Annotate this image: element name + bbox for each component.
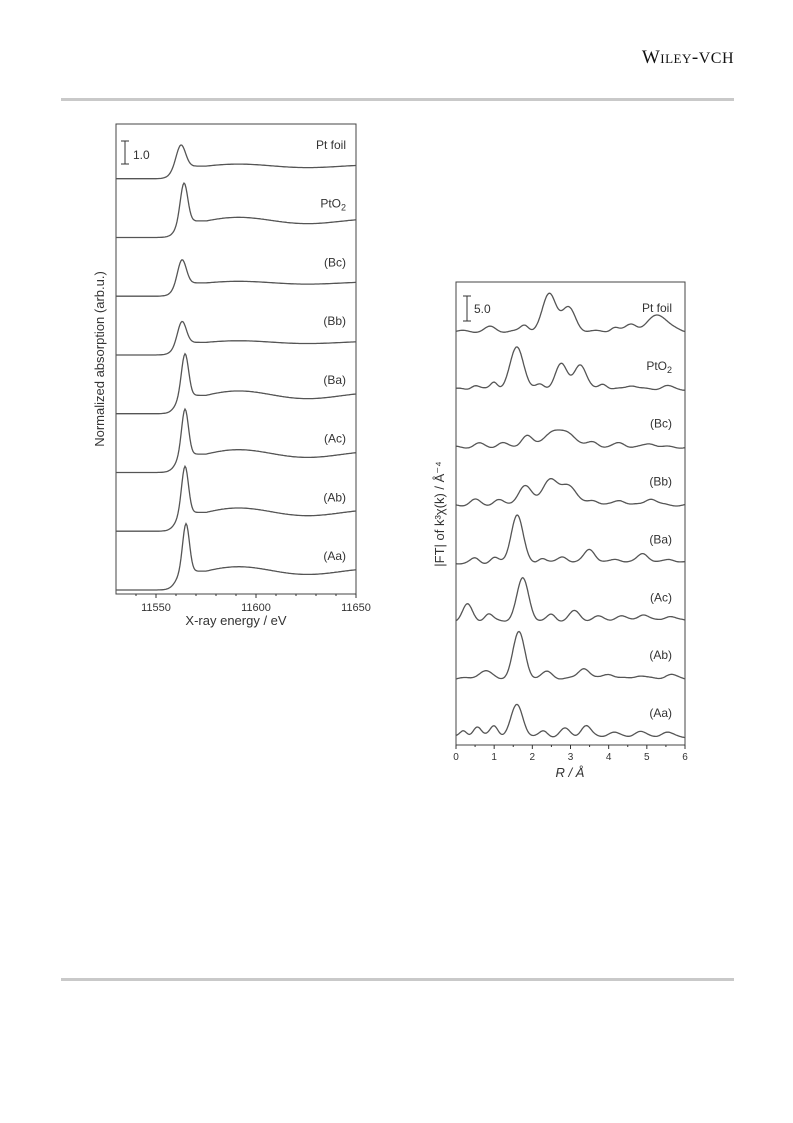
exafs-x-tick-label: 6 (682, 752, 688, 763)
exafs-x-tick-label: 2 (530, 752, 536, 763)
exafs-chart: 5.0 Pt foilPtO2(Bc)(Bb)(Ba)(Ac)(Ab)(Aa) … (432, 281, 688, 780)
exafs-series-label: (Bb) (649, 475, 672, 489)
exafs-y-axis-label: |FT| of k³χ(k) / Å⁻⁴ (432, 461, 447, 566)
xanes-y-axis-label: Normalized absorption (arb.u.) (92, 271, 107, 447)
xanes-series-line (116, 407, 357, 474)
exafs-series-line (455, 346, 686, 391)
exafs-series-line (455, 576, 686, 622)
exafs-series-line (455, 429, 686, 449)
exafs-x-tick-label: 0 (453, 752, 459, 763)
exafs-series-line (455, 478, 686, 507)
xanes-series-line (116, 144, 356, 180)
xanes-x-tick-label: 11650 (341, 602, 371, 614)
xanes-series-line (116, 522, 357, 591)
exafs-scale-label: 5.0 (474, 302, 491, 316)
exafs-x-axis-label: R / Å (556, 765, 585, 780)
exafs-x-tick-label: 4 (606, 752, 612, 763)
exafs-x-tick-label: 1 (491, 752, 497, 763)
exafs-series-line (455, 514, 685, 565)
exafs-series-label: (Ac) (650, 590, 672, 604)
xanes-series-label: Pt foil (316, 138, 346, 152)
exafs-scale-bar: 5.0 (463, 295, 491, 322)
exafs-x-tick-label: 3 (568, 752, 574, 763)
exafs-series-label: PtO2 (646, 359, 672, 375)
xanes-series-line (116, 320, 357, 356)
publisher-logo: Wiley-VCH (641, 47, 734, 68)
exafs-series-label: Pt foil (642, 301, 672, 315)
xanes-series-label: (Ba) (323, 373, 346, 387)
xanes-series-line (116, 464, 357, 532)
xanes-series-label: (Bb) (323, 314, 346, 328)
xanes-scale-label: 1.0 (133, 148, 150, 162)
xanes-scale-bar: 1.0 (121, 140, 150, 165)
xanes-series-label: (Ab) (323, 490, 346, 504)
xanes-plot-frame (115, 123, 357, 595)
exafs-plot-frame (455, 281, 686, 746)
xanes-series-line (116, 259, 356, 297)
exafs-series-label: (Aa) (649, 706, 672, 720)
footer-rule (61, 978, 734, 981)
xanes-series-label: PtO2 (320, 197, 346, 213)
header-rule (61, 98, 734, 101)
xanes-x-tick-label: 11600 (241, 602, 271, 614)
exafs-series-line (455, 292, 686, 333)
exafs-series-label: (Bc) (650, 417, 672, 431)
exafs-x-tick-label: 5 (644, 752, 650, 763)
exafs-series-line (455, 703, 686, 739)
xanes-x-tick-label: 11550 (141, 602, 171, 614)
exafs-series-label: (Ba) (649, 532, 672, 546)
xanes-series-label: (Bc) (324, 255, 346, 269)
exafs-series-label: (Ab) (649, 648, 672, 662)
xanes-series-line (116, 352, 357, 415)
exafs-series-line (455, 630, 686, 680)
xanes-series-label: (Aa) (323, 549, 346, 563)
xanes-series-line (116, 181, 357, 239)
xanes-x-axis-label: X-ray energy / eV (185, 613, 286, 628)
xanes-series-label: (Ac) (324, 432, 346, 446)
xanes-chart: 1.0 Pt foilPtO2(Bc)(Bb)(Ba)(Ac)(Ab)(Aa) … (92, 123, 371, 628)
